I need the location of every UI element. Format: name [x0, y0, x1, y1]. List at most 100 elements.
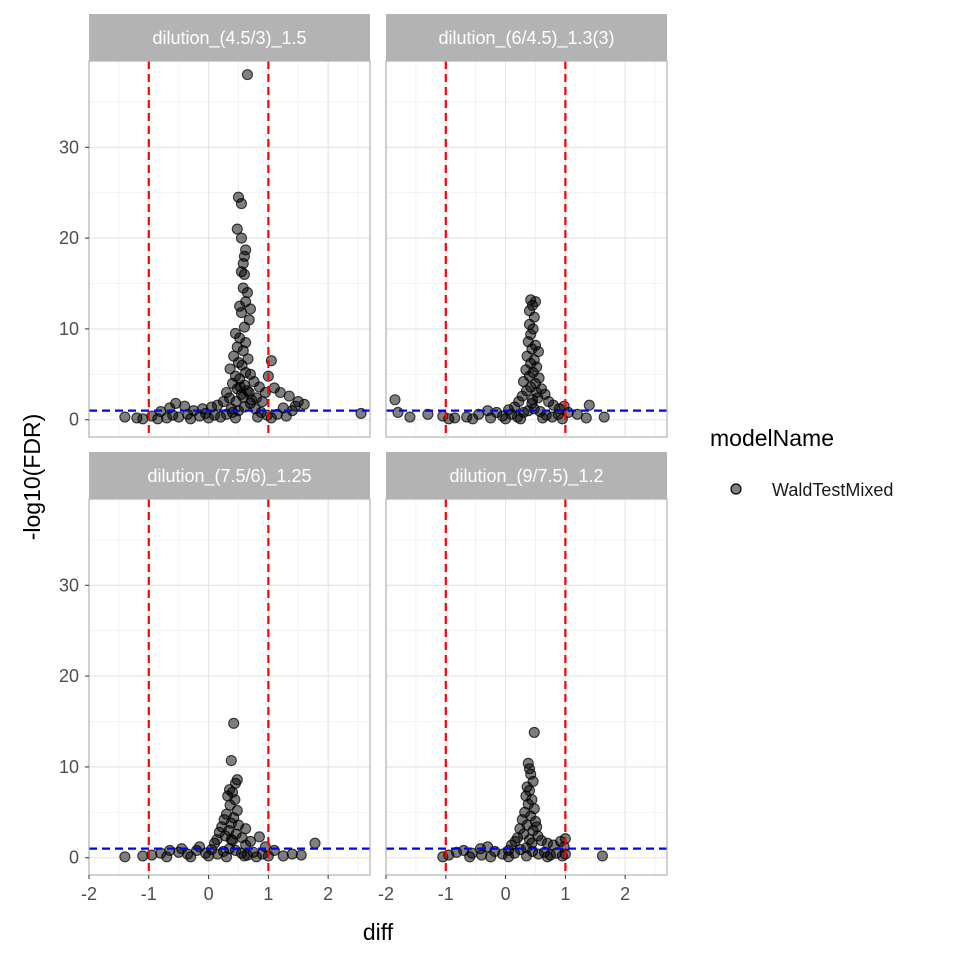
data-point — [298, 398, 310, 410]
data-point — [225, 834, 237, 846]
facet-panel-3: dilution_(7.5/6)_1.25 0 10 20 30 -2 -1 0 1 2 — [59, 452, 371, 904]
x-tick-label: 0 — [204, 884, 214, 904]
data-point — [137, 413, 149, 425]
facet-strip-label: dilution_(4.5/3)_1.5 — [152, 28, 306, 49]
data-point — [238, 268, 250, 280]
legend-key-point — [730, 483, 742, 495]
data-point — [422, 408, 434, 420]
x-tick-label: 1 — [560, 884, 570, 904]
data-point — [194, 841, 206, 853]
y-tick-label: 10 — [59, 757, 79, 777]
y-tick-label: 20 — [59, 228, 79, 248]
y-tick-label: 20 — [59, 666, 79, 686]
data-point — [389, 394, 401, 406]
facet-strip-label: dilution_(6/4.5)_1.3(3) — [438, 28, 614, 49]
data-point — [231, 223, 243, 235]
data-point — [280, 410, 292, 422]
data-point — [152, 413, 164, 425]
data-point — [531, 386, 543, 399]
x-tick-label: 2 — [620, 884, 630, 904]
data-point — [250, 851, 262, 863]
facet-strip-label: dilution_(7.5/6)_1.25 — [147, 466, 311, 487]
y-tick-label: 10 — [59, 319, 79, 339]
x-tick-label: -1 — [141, 884, 157, 904]
data-point — [464, 851, 476, 863]
data-point — [596, 850, 608, 862]
x-tick-label: 0 — [501, 884, 511, 904]
x-tick-label: -1 — [438, 884, 454, 904]
panel-border — [385, 498, 668, 876]
y-tick-label: 0 — [69, 410, 79, 430]
data-point — [235, 198, 248, 210]
data-point — [537, 412, 549, 424]
data-point — [520, 850, 533, 862]
data-point — [203, 850, 215, 862]
facet-panel-1: dilution_(4.5/3)_1.5 0 10 20 30 — [59, 14, 371, 438]
facet-strip — [89, 452, 370, 499]
data-points — [437, 726, 608, 863]
data-point — [228, 717, 240, 729]
data-point — [277, 850, 289, 862]
panel-border — [385, 60, 668, 438]
data-point — [237, 345, 249, 357]
legend: modelName WaldTestMixed — [710, 425, 893, 500]
data-point — [528, 726, 540, 738]
data-point — [253, 831, 265, 843]
data-point — [541, 851, 553, 863]
data-point — [119, 411, 131, 423]
data-point — [583, 399, 595, 411]
x-tick-label: 2 — [323, 884, 333, 904]
y-axis-title: -log10(FDR) — [19, 414, 45, 541]
x-tick-label: -2 — [81, 884, 97, 904]
data-point — [392, 406, 404, 419]
x-axis-title: diff — [363, 919, 394, 945]
panel-border — [88, 60, 371, 438]
y-tick-label: 0 — [69, 848, 79, 868]
legend-entry-label: WaldTestMixed — [772, 480, 893, 500]
data-point — [526, 397, 538, 409]
data-point — [220, 851, 233, 863]
data-point — [161, 851, 173, 863]
y-tick-label: 30 — [59, 137, 79, 157]
data-point — [309, 837, 321, 849]
data-point — [252, 411, 264, 423]
data-point — [580, 412, 592, 424]
data-point — [467, 413, 479, 425]
data-point — [241, 69, 253, 81]
facet-strip — [386, 14, 667, 61]
facet-panel-2: dilution_(6/4.5)_1.3(3) — [385, 14, 668, 438]
data-point — [185, 851, 197, 863]
data-point — [500, 413, 512, 425]
data-point — [503, 851, 515, 863]
data-point — [241, 287, 253, 299]
y-tick-label: 30 — [59, 575, 79, 595]
x-tick-label: 1 — [263, 884, 273, 904]
data-point — [240, 823, 252, 835]
data-point — [531, 821, 543, 833]
data-point — [476, 849, 488, 861]
data-point — [235, 232, 248, 244]
facet-panel-4: dilution_(9/7.5)_1.2 -2 -1 0 1 2 — [378, 452, 668, 904]
data-point — [526, 837, 538, 849]
data-point — [485, 412, 497, 424]
data-point — [119, 851, 131, 863]
facet-strip — [386, 452, 667, 499]
x-tick-label: -2 — [378, 884, 394, 904]
facet-strip — [89, 14, 370, 61]
data-point — [235, 307, 248, 319]
data-point — [225, 755, 237, 767]
panel-border — [88, 498, 371, 876]
data-point — [230, 396, 242, 408]
data-point — [243, 386, 255, 399]
data-point — [182, 408, 194, 420]
data-point — [514, 413, 527, 425]
data-point — [295, 849, 307, 861]
data-point — [283, 390, 295, 402]
data-point — [238, 321, 250, 333]
data-point — [229, 412, 242, 424]
facet-strip-label: dilution_(9/7.5)_1.2 — [449, 466, 603, 487]
data-point — [598, 411, 610, 423]
data-point — [485, 851, 497, 863]
facet-panels: dilution_(4.5/3)_1.50102030dilution_(6/4… — [59, 14, 668, 904]
